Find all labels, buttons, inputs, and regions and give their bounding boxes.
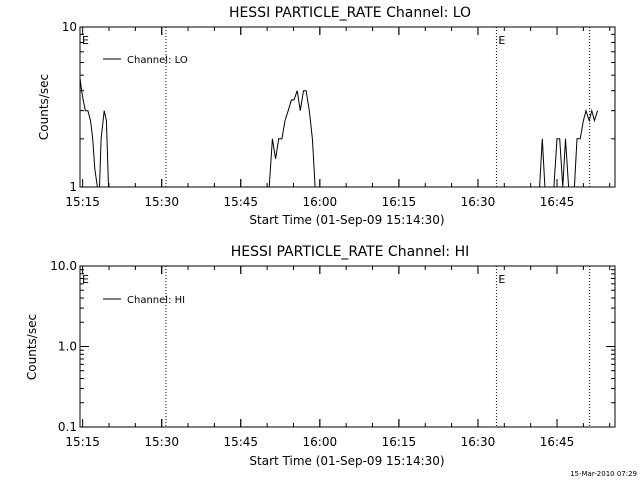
lo-y-tick-label: 10 <box>62 20 77 34</box>
hi-plot-frame <box>79 265 616 428</box>
lo-x-tick-label: 15:45 <box>223 195 258 209</box>
lo-x-tick-label: 15:30 <box>144 195 179 209</box>
hi-event-marker-label: E <box>82 273 89 286</box>
hi-channel-panel: HESSI PARTICLE_RATE Channel: HI Counts/s… <box>25 244 616 468</box>
lo-plot-frame <box>79 26 616 188</box>
footer-timestamp: 15-Mar-2010 07:29 <box>570 470 637 478</box>
hi-x-tick-label: 16:45 <box>540 435 575 449</box>
hi-x-tick-label: 15:45 <box>223 435 258 449</box>
hi-y-tick-label: 10.0 <box>50 259 77 273</box>
hi-x-tick-label: 15:15 <box>65 435 100 449</box>
lo-chart-title: HESSI PARTICLE_RATE Channel: LO <box>229 5 471 21</box>
hi-x-tick-label: 16:15 <box>382 435 417 449</box>
lo-series-line <box>268 90 319 188</box>
hi-x-tick-label: 16:00 <box>303 435 338 449</box>
lo-x-axis-label: Start Time (01-Sep-09 15:14:30) <box>249 213 444 227</box>
lo-x-tick-label: 16:30 <box>461 195 496 209</box>
hi-legend-label: Channel: HI <box>127 295 185 306</box>
hi-chart-title: HESSI PARTICLE_RATE Channel: HI <box>231 244 469 260</box>
hi-x-tick-label: 16:30 <box>461 435 496 449</box>
lo-event-marker-label: E <box>82 34 89 47</box>
hi-event-marker-label: E <box>498 273 505 286</box>
hi-x-axis-label: Start Time (01-Sep-09 15:14:30) <box>249 454 444 468</box>
hi-y-tick-label: 1.0 <box>58 340 77 354</box>
lo-x-tick-label: 16:15 <box>382 195 417 209</box>
lo-channel-panel: HESSI PARTICLE_RATE Channel: LO Counts/s… <box>37 5 616 227</box>
hi-y-tick-label: 0.1 <box>58 420 77 434</box>
lo-event-marker-label: E <box>498 34 505 47</box>
lo-legend-label: Channel: LO <box>127 55 188 66</box>
lo-y-tick-label: 1 <box>69 180 77 194</box>
hi-x-tick-label: 15:30 <box>144 435 179 449</box>
lo-x-tick-label: 15:15 <box>65 195 100 209</box>
lo-series-line <box>539 108 599 188</box>
lo-x-tick-label: 16:00 <box>303 195 338 209</box>
lo-x-tick-label: 16:45 <box>540 195 575 209</box>
lo-series-line <box>79 77 122 188</box>
hi-y-axis-label: Counts/sec <box>25 314 39 380</box>
lo-y-axis-label: Counts/sec <box>37 74 51 140</box>
